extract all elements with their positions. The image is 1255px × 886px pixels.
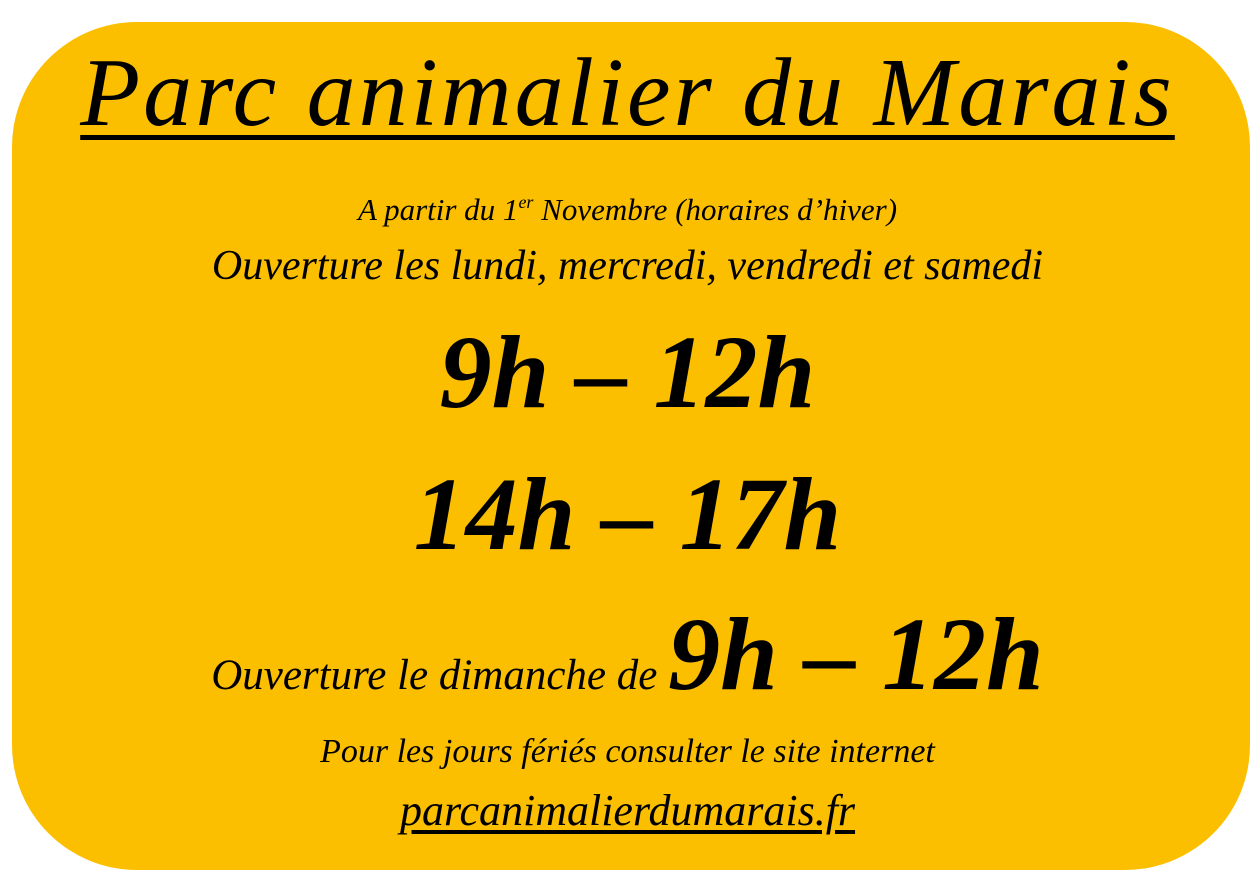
sunday-hours: 9h – 12h xyxy=(668,597,1044,712)
poster-title: Parc animalier du Marais xyxy=(0,38,1255,148)
title-text: Parc animalier du Marais xyxy=(80,39,1175,147)
hours-morning: 9h – 12h xyxy=(439,315,816,430)
website-line: parcanimalierdumarais.fr xyxy=(0,784,1255,838)
subtitle-suffix: Novembre (horaires d’hiver) xyxy=(533,192,898,227)
subtitle-sup: er xyxy=(518,192,534,212)
sunday-line: Ouverture le dimanche de 9h – 12h xyxy=(0,600,1255,740)
sunday-text: Ouverture le dimanche de xyxy=(211,652,669,699)
poster-panel xyxy=(12,22,1250,870)
subtitle-prefix: A partir du 1 xyxy=(357,192,519,227)
website-link[interactable]: parcanimalierdumarais.fr xyxy=(399,786,856,835)
hours-afternoon: 14h – 17h xyxy=(413,457,842,572)
season-subtitle: A partir du 1er Novembre (horaires d’hiv… xyxy=(0,182,1255,230)
weekdays-text: Ouverture les lundi, mercredi, vendredi … xyxy=(211,243,1044,289)
holidays-text: Pour les jours fériés consulter le site … xyxy=(320,733,935,770)
